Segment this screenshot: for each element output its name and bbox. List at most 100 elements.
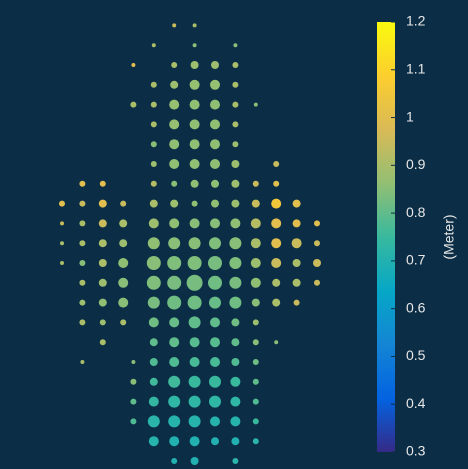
data-point xyxy=(229,257,242,269)
data-point xyxy=(168,395,181,408)
data-point xyxy=(252,180,259,187)
data-point xyxy=(273,161,280,167)
data-point xyxy=(148,436,159,447)
data-point xyxy=(187,256,202,270)
data-point xyxy=(229,296,242,309)
data-point xyxy=(186,274,203,291)
colorbar-label: (Meter) xyxy=(441,214,457,259)
data-point xyxy=(79,220,86,227)
data-point xyxy=(250,238,261,249)
data-point xyxy=(79,260,86,266)
data-point xyxy=(210,139,220,150)
data-point xyxy=(251,298,260,307)
data-point xyxy=(150,81,157,88)
data-point xyxy=(169,337,180,348)
data-point xyxy=(210,218,220,229)
data-point xyxy=(59,200,65,207)
data-point xyxy=(208,275,222,290)
data-point xyxy=(230,218,241,229)
data-point xyxy=(314,279,320,286)
data-point xyxy=(169,357,180,367)
data-point xyxy=(98,219,107,228)
data-point xyxy=(170,80,179,89)
data-point xyxy=(189,337,200,348)
data-point xyxy=(118,277,129,288)
data-point xyxy=(99,180,106,187)
data-point xyxy=(150,180,157,187)
data-point xyxy=(79,319,86,326)
data-point xyxy=(188,237,201,250)
data-point xyxy=(232,121,239,128)
data-point xyxy=(314,220,320,227)
colorbar-tick-label: 0.3 xyxy=(406,443,426,459)
data-point xyxy=(188,316,201,329)
data-point xyxy=(167,295,182,310)
data-point xyxy=(274,340,279,345)
data-point xyxy=(169,218,180,229)
data-point xyxy=(211,179,219,188)
data-point xyxy=(211,61,219,69)
data-point xyxy=(211,437,219,446)
data-point xyxy=(171,458,178,464)
data-point xyxy=(167,256,182,270)
colorbar-tick-label: 0.8 xyxy=(406,204,426,220)
data-point xyxy=(208,256,222,270)
data-point xyxy=(131,63,136,67)
data-point xyxy=(210,416,220,427)
data-point xyxy=(119,219,128,228)
data-point xyxy=(189,159,200,169)
data-point xyxy=(210,119,220,130)
data-point xyxy=(232,458,239,464)
data-point xyxy=(130,101,137,108)
data-point xyxy=(230,396,241,407)
data-point xyxy=(98,199,107,208)
data-point xyxy=(252,359,259,365)
data-point xyxy=(169,159,180,169)
data-point xyxy=(252,398,259,405)
data-point xyxy=(188,415,201,428)
data-point xyxy=(190,179,199,188)
data-point xyxy=(130,398,137,405)
data-point xyxy=(229,276,242,289)
data-point xyxy=(151,43,156,48)
data-point xyxy=(98,259,107,267)
data-point xyxy=(253,102,258,107)
data-point xyxy=(169,317,180,328)
data-point xyxy=(209,375,221,388)
colorbar-tick-label: 0.7 xyxy=(406,252,426,268)
data-point xyxy=(99,319,106,326)
data-point xyxy=(192,23,197,28)
data-point xyxy=(79,200,86,207)
data-point xyxy=(80,360,85,364)
data-point xyxy=(314,240,320,247)
data-point xyxy=(148,396,159,407)
data-point xyxy=(167,275,182,290)
colorbar-tick-label: 0.9 xyxy=(406,156,426,172)
data-point xyxy=(79,299,86,306)
data-point xyxy=(209,296,221,309)
colorbar-tick-label: 1.2 xyxy=(406,13,426,29)
data-point xyxy=(210,79,220,90)
data-point xyxy=(98,278,107,287)
data-point xyxy=(231,358,240,366)
data-point xyxy=(169,139,180,150)
data-point xyxy=(118,297,129,308)
data-point xyxy=(231,437,240,446)
data-point xyxy=(250,218,261,229)
data-point xyxy=(169,436,180,447)
data-point xyxy=(98,298,107,307)
data-point xyxy=(149,358,158,366)
data-point xyxy=(60,261,64,265)
data-point xyxy=(252,319,259,326)
data-point xyxy=(189,357,200,367)
data-point xyxy=(147,237,160,250)
data-point xyxy=(130,418,137,425)
data-point xyxy=(210,317,220,328)
data-point xyxy=(189,99,200,110)
data-point xyxy=(291,238,302,249)
data-point xyxy=(79,279,86,286)
data-point xyxy=(98,239,107,248)
data-point xyxy=(146,275,161,290)
data-point xyxy=(292,259,301,267)
data-point xyxy=(119,239,128,248)
